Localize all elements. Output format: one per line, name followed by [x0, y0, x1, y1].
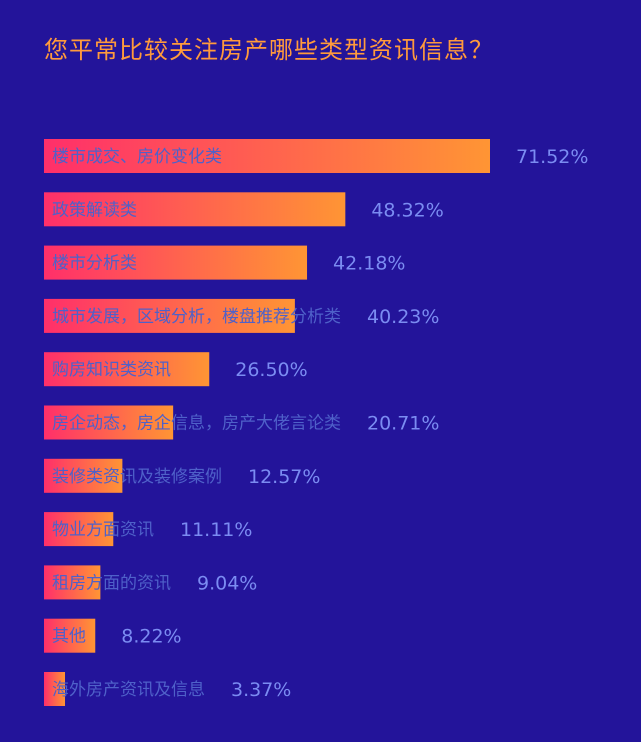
category-label: 其他 [52, 627, 86, 647]
value-label: 71.52% [516, 146, 588, 168]
category-label: 购房知识类资讯 [52, 360, 171, 380]
value-label: 12.57% [248, 466, 320, 488]
category-label: 政策解读类 [52, 200, 137, 220]
bar [44, 458, 123, 493]
value-label: 20.71% [367, 413, 439, 435]
category-label: 装修类资讯及装修案例 [52, 467, 222, 487]
bar [44, 139, 490, 173]
value-label: 26.50% [235, 359, 307, 381]
value-label: 9.04% [197, 572, 257, 594]
value-label: 48.32% [371, 199, 443, 221]
category-label: 租房方面的资讯 [52, 573, 171, 593]
bar [44, 565, 101, 600]
bar [44, 192, 346, 227]
bar [44, 405, 174, 440]
value-label: 42.18% [333, 253, 405, 275]
category-label: 城市发展，区域分析，楼盘推荐分析类 [52, 307, 341, 327]
value-label: 40.23% [367, 306, 439, 328]
bar [44, 298, 295, 333]
category-label: 物业方面资讯 [52, 520, 154, 540]
bar [44, 618, 96, 653]
value-label: 11.11% [180, 519, 252, 541]
bar [44, 245, 308, 280]
category-label: 房企动态，房企信息，房产大佬言论类 [52, 414, 341, 434]
bar [44, 352, 210, 387]
category-label: 海外房产资讯及信息 [52, 680, 205, 700]
category-label: 楼市分析类 [52, 254, 137, 274]
chart-title: 您平常比较关注房产哪些类型资讯信息？ [44, 36, 494, 64]
bar [44, 672, 66, 706]
bar [44, 512, 114, 547]
category-label: 楼市成交、房价变化类 [52, 147, 222, 167]
value-label: 3.37% [231, 679, 291, 701]
value-label: 8.22% [121, 626, 181, 648]
